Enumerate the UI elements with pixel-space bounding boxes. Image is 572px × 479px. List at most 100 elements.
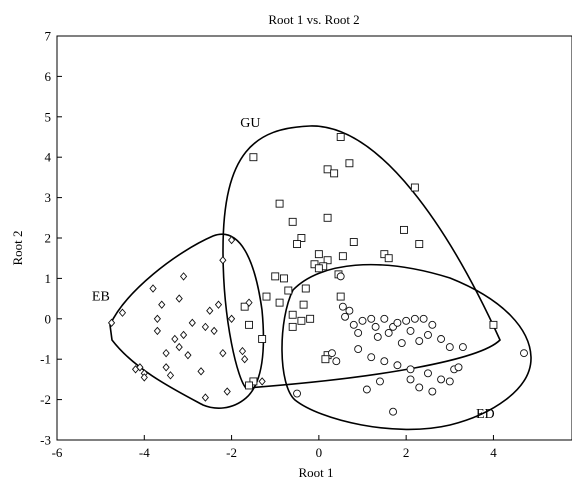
square-point — [288, 310, 297, 319]
square-point — [400, 225, 408, 234]
circle-point — [332, 357, 341, 366]
square-point — [240, 302, 249, 311]
diamond-point — [153, 314, 161, 323]
circle-point — [380, 357, 389, 366]
circle-point — [437, 375, 446, 384]
gu-boundary — [222, 125, 501, 389]
circle-point — [428, 387, 437, 396]
square-point — [330, 169, 339, 178]
y-tick-label: -1 — [40, 352, 51, 367]
square-point — [415, 240, 424, 249]
circle-point — [410, 314, 419, 323]
square-point — [258, 335, 267, 343]
series-eb — [107, 235, 266, 402]
diamond-point — [197, 367, 205, 376]
circle-point — [406, 375, 415, 384]
circle-point — [445, 343, 454, 352]
square-point — [299, 300, 308, 309]
diamond-point — [201, 393, 209, 402]
circle-point — [358, 316, 367, 325]
diamond-point — [179, 272, 188, 281]
square-point — [314, 264, 323, 273]
square-point — [410, 183, 419, 192]
square-point — [323, 213, 332, 222]
diamond-point — [175, 294, 183, 303]
x-tick-label: 2 — [403, 445, 410, 460]
diamond-point — [210, 326, 218, 336]
square-point — [297, 234, 306, 242]
diamond-point — [140, 373, 148, 382]
square-point — [275, 199, 284, 208]
circle-point — [354, 345, 363, 354]
square-point — [271, 272, 280, 281]
diamond-point — [162, 363, 170, 372]
circle-point — [520, 349, 528, 358]
diamond-point — [219, 256, 227, 265]
circle-point — [419, 314, 428, 323]
square-point — [288, 217, 297, 226]
data-points — [107, 133, 528, 416]
diamond-point — [158, 300, 166, 309]
diamond-point — [201, 322, 209, 332]
circle-point — [373, 333, 382, 341]
y-axis: -3 -2 -1 0 1 2 3 4 5 6 7 — [40, 29, 62, 448]
square-point — [489, 320, 498, 329]
circle-point — [445, 377, 454, 386]
square-point — [306, 314, 315, 323]
circle-point — [380, 314, 389, 323]
circle-point — [293, 389, 301, 398]
series-gu — [240, 133, 498, 390]
y-tick-label: 3 — [45, 190, 52, 205]
diamond-point — [241, 355, 249, 364]
square-point — [345, 159, 354, 168]
square-point — [262, 292, 271, 301]
diamond-point — [245, 298, 253, 307]
group-label-eb: EB — [92, 290, 110, 305]
diamond-point — [107, 318, 116, 328]
ed-boundary — [281, 263, 532, 431]
diamond-point — [214, 300, 223, 309]
circle-point — [338, 302, 347, 311]
square-point — [245, 381, 253, 390]
square-point — [323, 256, 332, 265]
diamond-point — [227, 314, 236, 323]
circle-point — [397, 339, 406, 347]
group-label-gu: GU — [240, 116, 260, 131]
circle-point — [406, 326, 415, 335]
diamond-point — [206, 306, 214, 315]
square-point — [301, 284, 310, 293]
square-point — [297, 316, 306, 325]
circle-point — [362, 385, 371, 394]
square-point — [249, 153, 258, 162]
circle-point — [328, 349, 336, 358]
square-point — [275, 298, 284, 307]
y-tick-label: 7 — [45, 29, 52, 44]
square-point — [310, 260, 319, 269]
circle-point — [341, 312, 350, 321]
circle-point — [345, 306, 354, 315]
square-point — [349, 238, 358, 246]
circle-point — [367, 314, 376, 323]
y-tick-label: 5 — [45, 109, 52, 124]
diamond-point — [219, 348, 227, 358]
x-axis-label: Root 1 — [298, 465, 333, 479]
square-point — [336, 292, 345, 301]
diamond-point — [175, 342, 183, 352]
group-boundaries — [109, 125, 532, 431]
circle-point — [393, 318, 402, 327]
square-point — [384, 254, 393, 263]
circle-point — [376, 377, 384, 386]
square-point — [279, 274, 288, 283]
x-tick-label: -2 — [226, 445, 237, 460]
circle-point — [402, 316, 411, 325]
diamond-point — [179, 330, 188, 340]
circle-point — [354, 328, 363, 337]
diamond-point — [227, 235, 236, 245]
y-tick-label: 1 — [45, 271, 52, 286]
diamond-point — [184, 350, 192, 360]
y-tick-label: 0 — [45, 311, 52, 326]
diamond-point — [258, 377, 266, 386]
circle-point — [371, 322, 380, 331]
diamond-point — [238, 346, 247, 356]
